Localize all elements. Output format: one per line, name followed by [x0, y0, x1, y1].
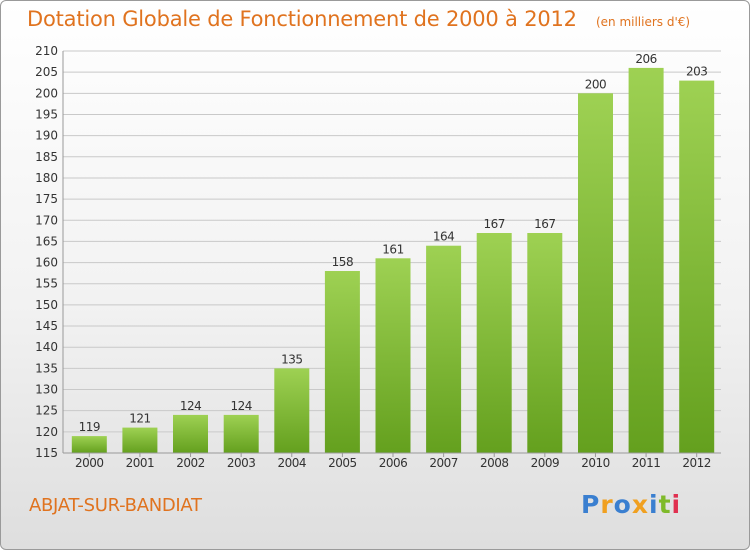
y-tick-label-205: 205 — [35, 65, 58, 79]
logo-letter: r — [600, 490, 614, 519]
y-tick-label-150: 150 — [35, 298, 58, 312]
logo-letter: x — [631, 490, 649, 519]
x-tick-label-2000: 2000 — [75, 456, 104, 470]
y-tick-label-200: 200 — [35, 86, 58, 100]
x-tick-label-2005: 2005 — [328, 456, 357, 470]
x-tick-label-2001: 2001 — [126, 456, 155, 470]
bar-2012 — [679, 80, 715, 453]
bar-2002 — [173, 414, 208, 453]
y-tick-label-145: 145 — [35, 319, 58, 333]
y-tick-label-130: 130 — [35, 383, 58, 397]
x-tick-label-2006: 2006 — [379, 456, 408, 470]
x-tick-label-2003: 2003 — [227, 456, 256, 470]
bar-2005 — [324, 271, 360, 453]
y-tick-label-175: 175 — [35, 192, 58, 206]
x-tick-label-2011: 2011 — [632, 456, 661, 470]
bar-2010 — [578, 93, 613, 454]
title-row: Dotation Globale de Fonctionnement de 20… — [27, 7, 690, 31]
data-label-2000: 119 — [79, 420, 100, 434]
logo-letter: t — [658, 490, 672, 519]
x-tick-label-2007: 2007 — [429, 456, 458, 470]
y-tick-label-160: 160 — [35, 256, 58, 270]
data-label-2010: 200 — [585, 77, 606, 91]
bar-2000 — [71, 436, 107, 453]
data-label-2008: 167 — [484, 217, 505, 231]
x-tick-label-2002: 2002 — [176, 456, 205, 470]
data-label-2004: 135 — [281, 352, 302, 366]
logo-letter: o — [613, 490, 632, 519]
proxiti-logo[interactable]: Proxiti — [581, 490, 681, 519]
y-tick-label-135: 135 — [35, 361, 58, 375]
y-tick-label-195: 195 — [35, 107, 58, 121]
data-label-2005: 158 — [332, 255, 353, 269]
x-tick-label-2004: 2004 — [277, 456, 306, 470]
y-tick-label-115: 115 — [35, 446, 58, 460]
bar-2008 — [476, 233, 512, 453]
x-tick-label-2008: 2008 — [480, 456, 509, 470]
axis-layer: 115 120 125 130 135 140 145 150 155 160 165 170 175 1… — [35, 44, 721, 470]
x-tick-label-2009: 2009 — [531, 456, 560, 470]
y-tick-label-140: 140 — [35, 340, 58, 354]
chart-title: Dotation Globale de Fonctionnement de 20… — [27, 7, 577, 31]
y-tick-label-180: 180 — [35, 171, 58, 185]
x-tick-label-2010: 2010 — [581, 456, 610, 470]
data-label-2007: 164 — [433, 230, 454, 244]
x-tick-label-2012: 2012 — [682, 456, 711, 470]
y-tick-label-185: 185 — [35, 150, 58, 164]
data-label-2001: 121 — [129, 412, 150, 426]
y-tick-label-170: 170 — [35, 213, 58, 227]
y-tick-label-120: 120 — [35, 425, 58, 439]
y-tick-label-155: 155 — [35, 277, 58, 291]
logo-letter: i — [649, 490, 659, 519]
y-tick-label-190: 190 — [35, 129, 58, 143]
chart-subtitle: (en milliers d'€) — [595, 15, 691, 29]
data-label-2012: 203 — [686, 65, 707, 79]
logo-letter: P — [581, 490, 601, 519]
bar-2009 — [527, 233, 563, 453]
data-label-2006: 161 — [382, 242, 403, 256]
city-name: ABJAT-SUR-BANDIAT — [29, 495, 202, 516]
bar-2007 — [426, 245, 462, 453]
bar-layer: 119 121 124 124 135 158 161 164 167 167 200 206 203 — [71, 52, 715, 454]
data-label-2002: 124 — [180, 399, 201, 413]
data-label-2009: 167 — [534, 217, 555, 231]
logo-letter: i — [671, 490, 682, 519]
y-tick-label-210: 210 — [35, 44, 58, 58]
bar-2006 — [375, 258, 411, 453]
bar-2011 — [628, 67, 664, 454]
data-label-2003: 124 — [230, 399, 251, 413]
bar-2004 — [274, 368, 310, 453]
bar-2001 — [122, 427, 158, 453]
y-tick-label-125: 125 — [35, 404, 58, 418]
bar-2003 — [223, 414, 259, 453]
y-tick-label-165: 165 — [35, 234, 58, 248]
data-label-2011: 206 — [635, 52, 656, 66]
